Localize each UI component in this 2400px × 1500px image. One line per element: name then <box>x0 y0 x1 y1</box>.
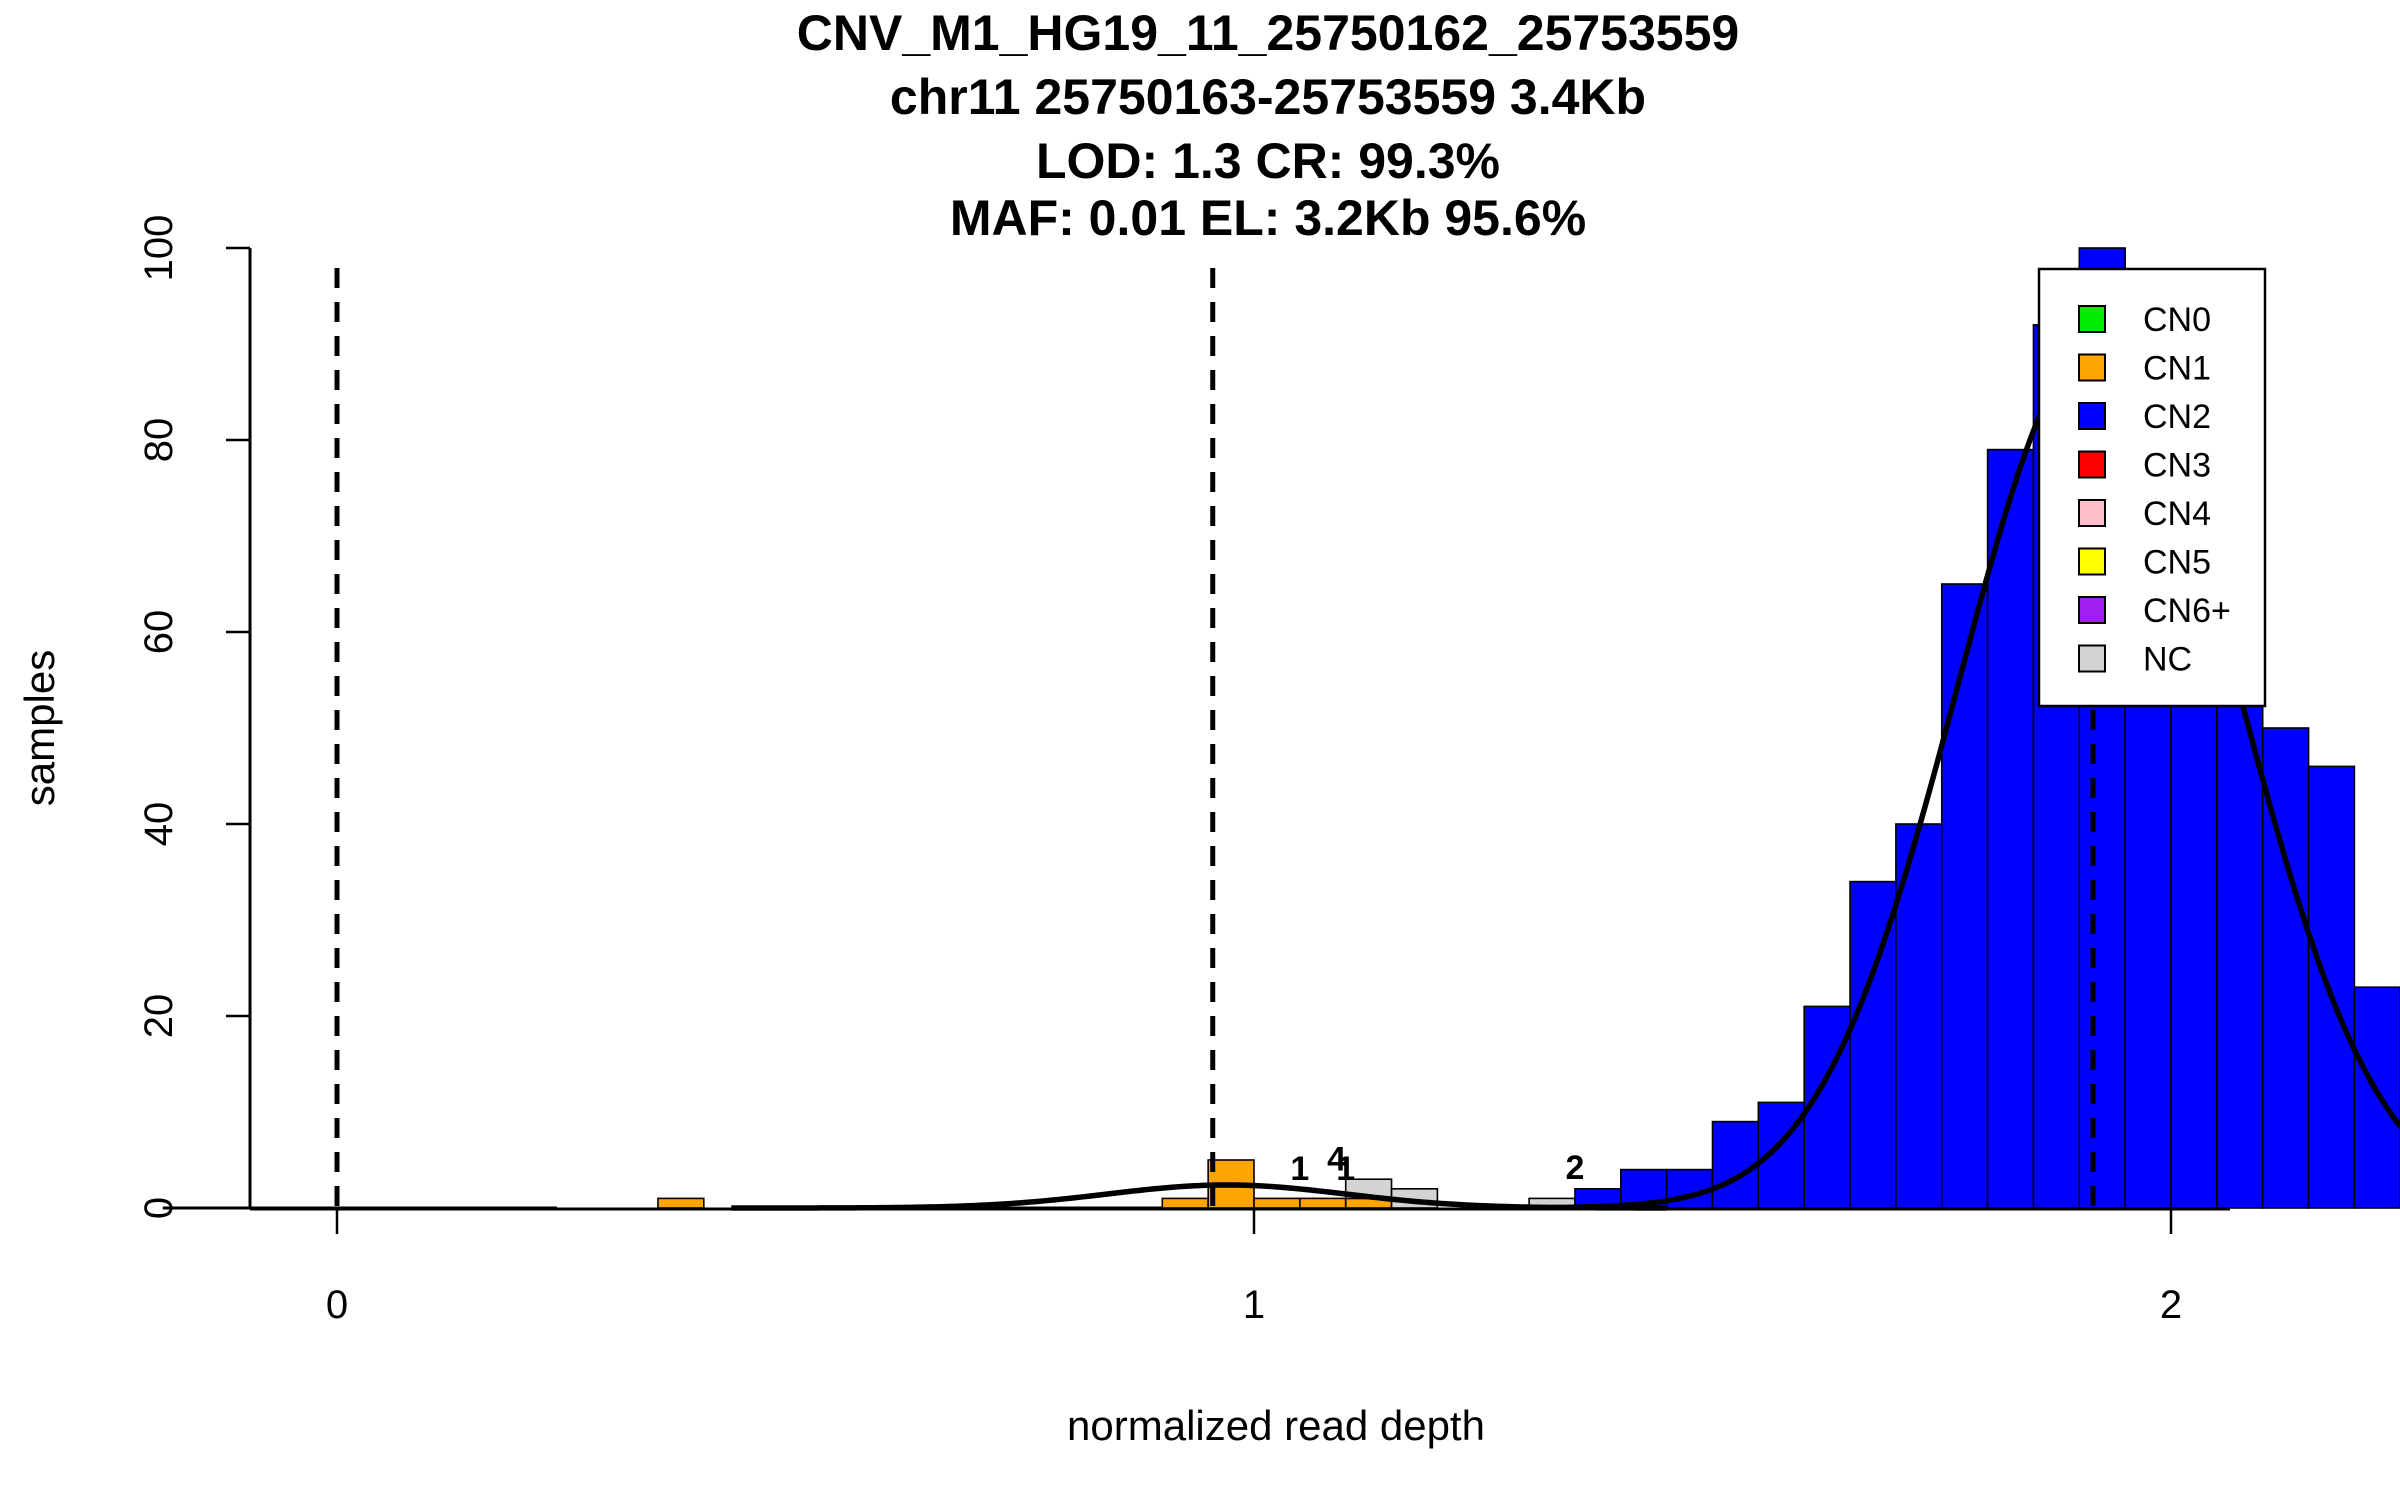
bar-cn1-0 <box>657 1197 705 1209</box>
dashed-threshold-lines <box>334 268 2096 1208</box>
bar-cn2-14 <box>2216 688 2264 1209</box>
legend-label-cn6: CN6+ <box>2143 592 2231 630</box>
legend-label-cn0: CN0 <box>2143 301 2211 339</box>
legend-swatch-cn0 <box>2078 305 2106 333</box>
chart-title: CNV_M1_HG19_11_25750162_25753559 chr11 2… <box>797 5 1739 246</box>
legend-label-cn3: CN3 <box>2143 447 2211 485</box>
bar-annotations: 1 41 2 <box>1290 1141 1584 1189</box>
legend-swatch-nc <box>2078 644 2106 673</box>
legend-swatch-cn5 <box>2078 547 2106 576</box>
legend-swatch-cn2 <box>2078 402 2106 430</box>
y-tick-label-3: 60 <box>137 610 181 655</box>
legend-swatch-cn4 <box>2078 499 2106 527</box>
y-tick-label-0: 0 <box>137 1197 181 1219</box>
title-line-3: LOD: 1.3 CR: 99.3% <box>1036 133 1500 189</box>
bar-cn2-9 <box>1986 448 2035 1209</box>
legend-label-cn5: CN5 <box>2143 544 2211 582</box>
y-tick-label-5: 100 <box>137 215 181 282</box>
bar-cn2-16 <box>2307 765 2356 1209</box>
legend: CN0 CN1 CN2 CN3 CN4 CN5 CN6+ NC <box>2037 267 2267 708</box>
bar-cn1-1 <box>1161 1197 1209 1209</box>
legend-swatch-cn1 <box>2078 353 2106 382</box>
x-axis-label: normalized read depth <box>1067 1402 1485 1449</box>
legend-label-cn2: CN2 <box>2143 398 2211 436</box>
title-line-2: chr11 25750163-25753559 3.4Kb <box>890 69 1646 125</box>
legend-label-cn4: CN4 <box>2143 495 2211 533</box>
y-tick-label-2: 40 <box>137 802 181 847</box>
annotation-2: 1 <box>1336 1150 1355 1188</box>
y-tick-label-4: 80 <box>137 418 181 463</box>
title-line-4: MAF: 0.01 EL: 3.2Kb 95.6% <box>950 190 1586 246</box>
legend-swatch-cn3 <box>2078 450 2106 479</box>
legend-box <box>2037 267 2267 708</box>
x-tick-label-1: 1 <box>1243 1283 1265 1327</box>
y-tick-label-1: 20 <box>137 994 181 1039</box>
legend-label-nc: NC <box>2143 641 2192 679</box>
y-axis-label: samples <box>16 650 63 806</box>
legend-swatch-cn6 <box>2078 596 2106 624</box>
title-line-1: CNV_M1_HG19_11_25750162_25753559 <box>797 5 1739 61</box>
annotation-1: 4 <box>1327 1141 1346 1179</box>
bar-cn1-3 <box>1253 1197 1301 1209</box>
bar-cn2-8 <box>1940 583 1989 1209</box>
legend-label-cn1: CN1 <box>2143 350 2211 388</box>
bar-cn1-4 <box>1299 1197 1347 1209</box>
x-tick-label-2: 2 <box>2160 1283 2182 1327</box>
x-tick-label-0: 0 <box>326 1283 348 1327</box>
annotation-3: 2 <box>1565 1149 1584 1187</box>
axes: 01234020406080100 <box>137 215 2230 1327</box>
bar-cn2-3 <box>1711 1120 1760 1209</box>
histogram-bars <box>657 247 2400 1209</box>
annotation-0: 1 <box>1290 1150 1309 1188</box>
